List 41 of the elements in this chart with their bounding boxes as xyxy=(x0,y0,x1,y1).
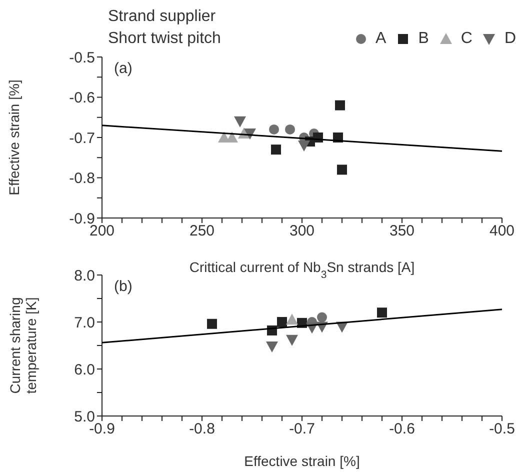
point xyxy=(271,144,281,155)
legend-label: B xyxy=(418,29,429,49)
y-tick-label: -0.8 xyxy=(69,170,95,188)
x-tick-label: 350 xyxy=(389,222,415,240)
point xyxy=(298,140,310,152)
point xyxy=(337,164,347,175)
x-axis-title: Crittical current of Nb$_{3}$Sn strands [A] xyxy=(189,259,415,281)
x-tick-label: 400 xyxy=(489,222,515,240)
x-tick-label: 300 xyxy=(289,222,315,240)
x-axis-title: Effective strain [%] xyxy=(244,453,360,469)
point xyxy=(266,341,278,352)
legend-label: C xyxy=(460,29,472,49)
point xyxy=(207,318,217,329)
point xyxy=(285,124,295,134)
point xyxy=(277,317,287,327)
legend-label: D xyxy=(504,29,516,49)
point xyxy=(286,314,298,325)
legend-label: A xyxy=(376,29,386,49)
annotation: (a) xyxy=(114,60,132,77)
legend-title: Strand supplier Short twist pitch xyxy=(108,7,221,49)
x-tick-label: 200 xyxy=(89,222,115,240)
point xyxy=(377,308,387,318)
x-tick-label: 250 xyxy=(189,222,215,240)
point xyxy=(286,334,298,346)
y-tick-label: -0.7 xyxy=(69,130,95,147)
y-axis-title: Current sharing temperature [K] xyxy=(7,297,39,394)
y-tick-label: -0.6 xyxy=(69,90,95,107)
y-tick-label: 8.0 xyxy=(74,267,95,284)
point xyxy=(335,100,345,110)
x-tick-label: -0.5 xyxy=(489,420,515,438)
y-axis-title: Effective strain [%] xyxy=(6,80,22,196)
point xyxy=(317,312,327,322)
y-tick-label: 6.0 xyxy=(74,361,95,378)
point xyxy=(269,124,279,134)
y-tick-label: 7.0 xyxy=(74,314,95,332)
x-tick-label: -0.7 xyxy=(289,420,315,438)
x-tick-label: -0.6 xyxy=(389,420,415,438)
x-tick-label: -0.8 xyxy=(189,420,215,438)
point xyxy=(234,116,246,128)
annotation: (b) xyxy=(114,278,132,295)
y-tick-label: -0.5 xyxy=(69,49,95,66)
